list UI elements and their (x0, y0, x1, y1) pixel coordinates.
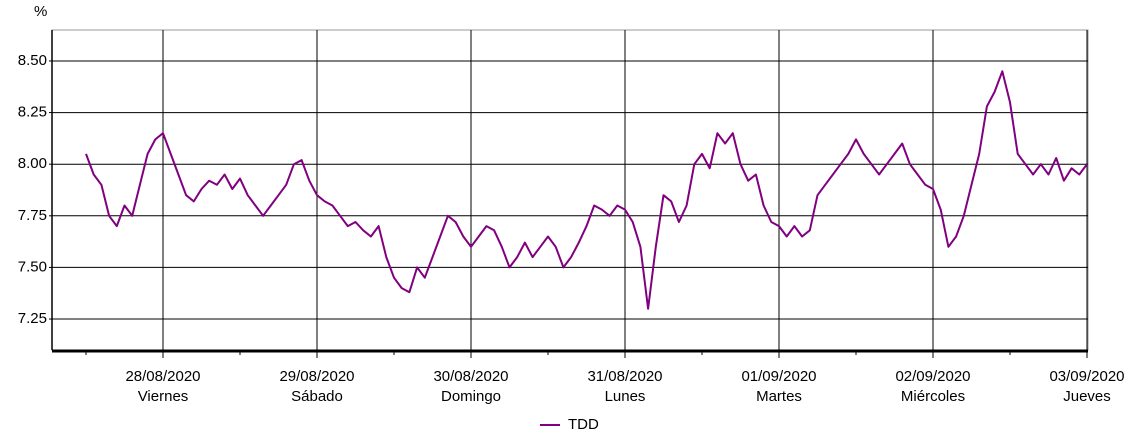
x-tick-day: Miércoles (901, 388, 965, 405)
x-tick-label: 03/09/2020 (1049, 368, 1124, 385)
x-tick-label: 01/09/2020 (741, 368, 816, 385)
x-tick-label: 31/08/2020 (587, 368, 662, 385)
x-tick-label: 02/09/2020 (895, 368, 970, 385)
x-tick-label: 30/08/2020 (433, 368, 508, 385)
x-tick-day: Domingo (441, 388, 501, 405)
legend-label: TDD (568, 416, 599, 433)
x-tick-day: Lunes (605, 388, 646, 405)
y-tick-label: 7.25 (18, 310, 47, 327)
y-tick-label: 8.00 (18, 155, 47, 172)
x-tick-label: 28/08/2020 (125, 368, 200, 385)
x-tick-day: Sábado (291, 388, 343, 405)
y-tick-label: 8.50 (18, 52, 47, 69)
x-tick-day: Jueves (1063, 388, 1111, 405)
x-tick-label: 29/08/2020 (279, 368, 354, 385)
y-tick-label: 8.25 (18, 104, 47, 121)
data-line (85, 70, 1088, 310)
y-tick-label: 7.75 (18, 207, 47, 224)
unit-label: % (34, 3, 47, 20)
x-tick-day: Martes (756, 388, 802, 405)
x-tick-day: Viernes (138, 388, 189, 405)
y-tick-label: 7.50 (18, 258, 47, 275)
